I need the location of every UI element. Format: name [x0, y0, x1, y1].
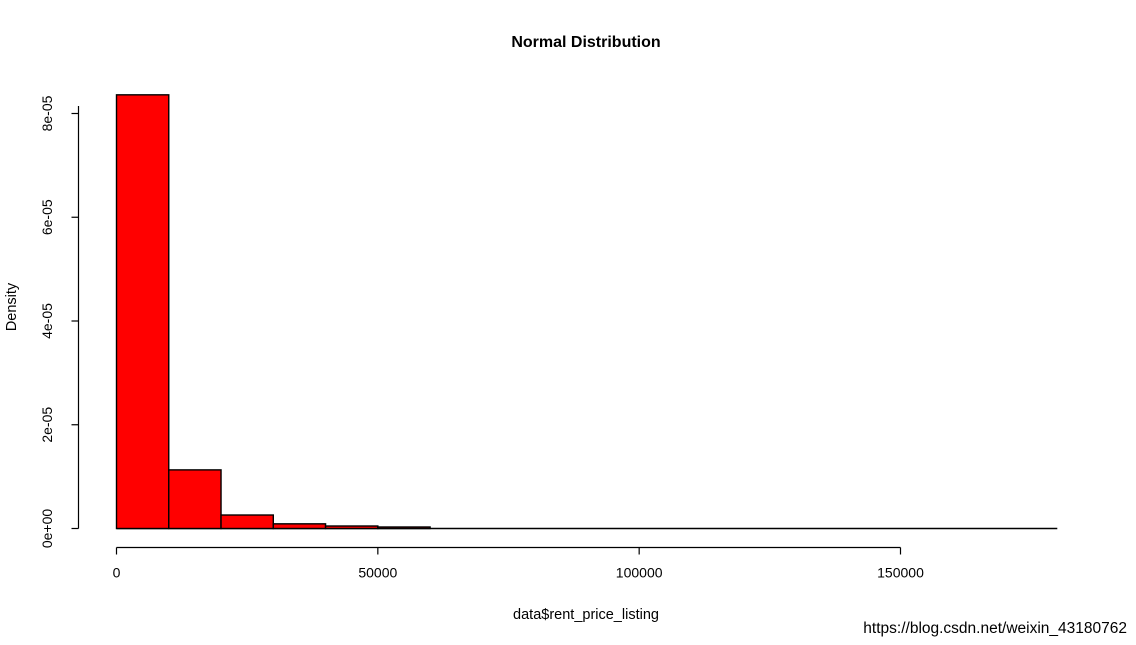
histogram-bar — [377, 526, 431, 530]
x-tick-label: 0 — [113, 565, 121, 581]
x-tick-label: 50000 — [358, 565, 397, 581]
x-tick-label: 100000 — [616, 565, 663, 581]
histogram-bars — [115, 94, 1058, 530]
y-tick-label: 4e-05 — [39, 303, 55, 339]
x-tick-label: 150000 — [877, 565, 924, 581]
y-tick-label: 2e-05 — [39, 407, 55, 443]
y-tick-label: 0e+00 — [39, 509, 55, 549]
histogram-bar — [168, 469, 222, 530]
histogram-bar — [115, 94, 170, 530]
histogram-bar — [220, 514, 275, 530]
y-axis: 0e+00 2e-05 4e-05 6e-05 8e-05 — [39, 95, 80, 549]
y-tick-label: 8e-05 — [39, 95, 55, 131]
x-axis: 0 50000 100000 150000 — [113, 546, 924, 581]
watermark-url: https://blog.csdn.net/weixin_43180762 — [863, 620, 1127, 637]
chart-title: Normal Distribution — [511, 34, 660, 51]
histogram-bar — [324, 525, 379, 530]
y-tick-label: 6e-05 — [39, 199, 55, 235]
histogram-bar — [272, 523, 327, 530]
y-axis-label: Density — [4, 282, 20, 331]
x-axis-label: data$rent_price_listing — [513, 607, 659, 623]
